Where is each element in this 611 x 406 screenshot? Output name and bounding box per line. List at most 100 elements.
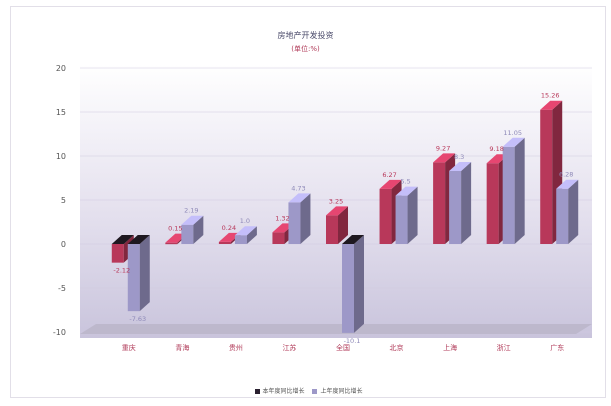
bar-front — [486, 163, 499, 244]
data-label-current-4: 3.25 — [329, 197, 343, 205]
x-tick-label: 浙江 — [497, 343, 511, 352]
bar-top — [540, 100, 563, 110]
bar-side — [139, 235, 150, 312]
x-axis: 重庆 青海 贵州 江苏 全国 北京 上海 浙江 广东 — [122, 343, 564, 352]
bar-front — [127, 244, 140, 312]
y-tick-label: -10 — [53, 328, 66, 337]
data-labels: -2.12 -7.63 0.15 2.19 0.24 1.0 1.32 4.73 3.25 -10… — [113, 92, 573, 345]
x-tick-label: 重庆 — [122, 343, 136, 352]
x-tick-label: 江苏 — [282, 343, 296, 352]
bar-front — [288, 202, 301, 244]
data-label-current-2: 0.24 — [222, 224, 236, 232]
legend-swatch-previous — [312, 389, 318, 394]
floor-slab — [80, 324, 592, 334]
chart-subtitle: (单位:%) — [291, 45, 320, 53]
bar-front — [272, 232, 285, 244]
data-label-previous-2: 1.0 — [240, 217, 250, 225]
bar-side — [354, 235, 364, 333]
data-label-previous-0: -7.63 — [129, 315, 146, 323]
data-label-previous-8: 6.28 — [559, 171, 573, 179]
bar-front — [540, 109, 553, 244]
bar-top — [288, 193, 311, 203]
bar-previous-1 — [181, 215, 204, 244]
data-label-current-1: 0.15 — [168, 225, 182, 233]
y-axis: -10 -5 0 5 10 15 20 — [53, 64, 66, 337]
bar-front — [111, 244, 124, 263]
y-tick-label: 15 — [56, 108, 66, 117]
bar-previous-0 — [127, 235, 150, 312]
y-tick-label: 20 — [56, 64, 66, 73]
bar-current-4 — [326, 206, 348, 244]
bar-previous-6 — [449, 161, 472, 244]
bar-side — [246, 226, 257, 244]
bar-side — [514, 137, 525, 244]
bar-previous-3 — [288, 193, 311, 244]
x-tick-label: 广东 — [550, 343, 564, 352]
bar-top — [395, 186, 418, 196]
bar-previous-7 — [502, 137, 525, 244]
x-tick-label: 贵州 — [229, 343, 243, 352]
data-label-previous-7: 11.05 — [503, 129, 522, 137]
bar-previous-5 — [395, 186, 418, 244]
bars — [111, 100, 579, 333]
bar-side — [300, 193, 311, 244]
bar-top — [502, 137, 525, 147]
bar-top — [449, 161, 472, 171]
data-label-current-7: 9.18 — [489, 145, 503, 153]
bar-front — [502, 146, 515, 244]
data-label-previous-6: 8.3 — [454, 153, 464, 161]
bar-top — [127, 235, 150, 244]
bar-front — [395, 195, 408, 244]
data-label-current-8: 15.26 — [541, 92, 560, 100]
bar-top — [556, 179, 579, 189]
bar-front — [165, 242, 178, 245]
bar-top — [181, 215, 204, 225]
bar-side — [338, 206, 348, 244]
chart-title: 房地产开发投资 — [277, 31, 334, 40]
data-label-current-6: 9.27 — [436, 144, 450, 152]
data-label-previous-4: -10.1 — [344, 337, 361, 345]
bar-side — [461, 161, 472, 244]
data-label-current-3: 1.32 — [275, 214, 289, 222]
bar-front — [181, 224, 194, 244]
x-tick-label: 青海 — [175, 343, 189, 352]
legend-label-previous: 上年度同比增长 — [320, 388, 363, 395]
legend: 本年度同比增长 上年度同比增长 — [0, 386, 611, 395]
bar-front — [449, 170, 462, 244]
bar-previous-8 — [556, 179, 579, 244]
bar-side — [407, 186, 418, 244]
bar-side — [193, 215, 204, 244]
data-label-current-5: 6.27 — [382, 171, 396, 179]
bar-top — [111, 235, 134, 244]
x-tick-label: 上海 — [443, 343, 457, 352]
bar-previous-2 — [234, 226, 257, 244]
legend-swatch-current — [254, 389, 260, 394]
x-tick-label: 北京 — [390, 343, 404, 352]
bar-side — [568, 179, 579, 244]
bar-top — [379, 179, 402, 189]
bar-front — [433, 162, 446, 244]
x-tick-label: 全国 — [336, 343, 350, 352]
bar-front — [234, 235, 247, 244]
bar-front — [379, 188, 392, 244]
bar-front — [342, 244, 354, 333]
bar-top — [234, 226, 257, 236]
y-tick-label: 5 — [61, 196, 66, 205]
legend-label-current: 本年度同比增长 — [262, 388, 305, 395]
y-tick-label: 10 — [56, 152, 66, 161]
bar-front — [326, 215, 338, 244]
bar-front — [218, 241, 231, 244]
bar-top — [433, 153, 456, 163]
data-label-previous-3: 4.73 — [291, 184, 305, 192]
data-label-current-0: -2.12 — [113, 267, 130, 275]
bar-top — [326, 206, 348, 216]
chart-floor — [80, 324, 592, 334]
data-label-previous-1: 2.19 — [184, 207, 198, 215]
y-tick-label: -5 — [58, 284, 66, 293]
bar-front — [556, 188, 569, 244]
data-label-previous-5: 5.5 — [400, 178, 410, 186]
y-tick-label: 0 — [61, 240, 66, 249]
bar-top — [342, 235, 364, 244]
bar-previous-4 — [342, 235, 364, 333]
